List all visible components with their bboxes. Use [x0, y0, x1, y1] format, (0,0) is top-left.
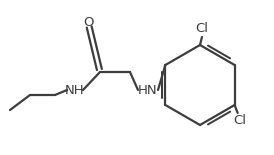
Text: Cl: Cl [233, 115, 246, 128]
Text: NH: NH [65, 84, 85, 97]
Text: O: O [83, 16, 93, 29]
Text: HN: HN [138, 84, 158, 97]
Text: Cl: Cl [196, 22, 209, 35]
